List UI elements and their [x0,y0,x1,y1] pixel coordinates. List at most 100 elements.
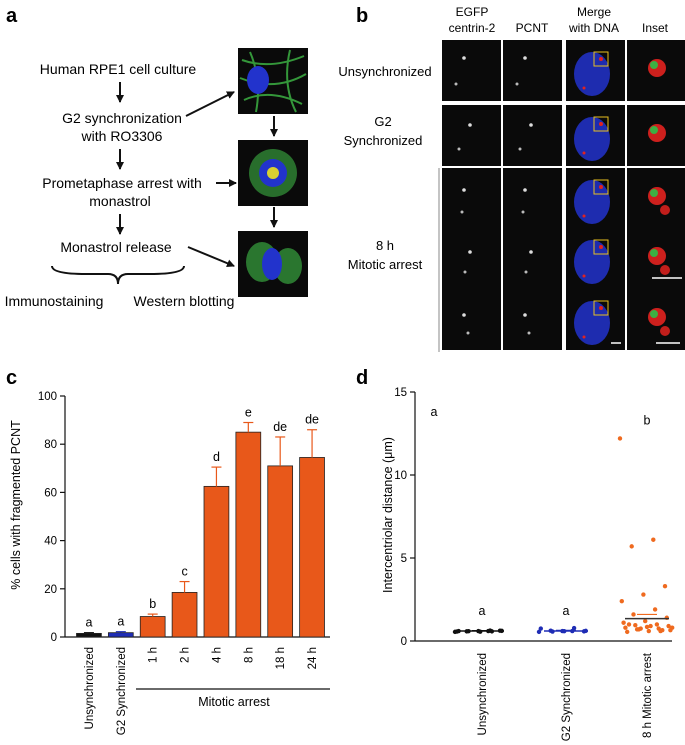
chart-d-ytick-label: 10 [394,470,407,482]
chart-d-corner-label: a [431,405,438,419]
micrograph-cell [442,289,501,350]
chart-d-point [666,623,671,629]
chart-d-point [652,607,658,612]
bar-chart: 0 20 40 60 80 100 a Unsynchronized a G2 Synchroni… [38,391,330,735]
micrograph-cell [442,228,501,289]
micrograph-cell [566,40,625,101]
col-header-centrin: centrin-2 [449,21,496,35]
chart-d-xtick-label: 8 h Mitotic arrest [642,652,654,738]
chart-c-sig-label: de [305,413,319,427]
chart-c-xtick-label: Unsynchronized [84,647,96,729]
chart-c-sig-label: a [85,616,92,630]
micrograph-cell [627,168,685,229]
panel-d-letter: d [356,367,368,389]
micrograph-cell [442,105,501,166]
step-prometaphase: Prometaphase arrest with [42,175,202,191]
chart-d-point [651,537,656,542]
chart-c-sig-label: de [273,420,287,434]
chart-c-bar [171,592,198,638]
micrograph-release [238,231,308,297]
chart-d-point [648,623,653,629]
chart-d-point [654,622,660,627]
scatter-chart: 0 5 10 15 a Unsynchronized a G2 Synchronized b 8 … [394,387,675,741]
chart-d-point [641,592,646,597]
chart-c-ytick-label: 0 [51,632,57,644]
chart-d-point [619,598,624,604]
step-g2-sync-reagent: with RO3306 [81,128,163,144]
chart-c-sig-label: e [245,406,252,420]
step-g2-sync: G2 synchronization [62,110,182,126]
chart-c-ytick-label: 60 [44,487,57,499]
micrograph-cell [566,105,625,166]
row-label-g2: G2 [374,114,391,129]
chart-d-ytick-label: 5 [401,553,407,565]
chart-c-xtick-label: 2 h [180,647,192,663]
chart-d-point [621,620,626,625]
chart-c-ytick-label: 80 [44,439,57,451]
chart-d-ytick-label: 15 [394,387,407,399]
chart-d-point [644,624,650,630]
chart-c-xtick-label: G2 Synchronized [116,647,128,735]
row-label-8h: 8 h [376,238,394,253]
chart-c-group-label: Mitotic arrest [198,695,270,709]
micrograph-cell [442,168,501,229]
col-header-egfp: EGFP [456,5,489,19]
panel-a-letter: a [6,5,18,27]
micrograph-cell [566,289,625,350]
chart-d-ylabel: Intercentriolar distance (μm) [381,437,395,593]
micrograph-cell [503,289,562,350]
micrograph-cell [566,168,625,229]
panel-b-letter: b [356,5,368,27]
col-header-merge: Merge [577,5,611,19]
col-header-pcnt: PCNT [516,21,549,35]
chart-d-point [646,628,651,634]
chart-d-point [538,626,543,631]
chart-c-bar [299,457,325,638]
chart-c-xtick-label: 1 h [148,647,160,663]
chart-c-sig-label: d [213,450,220,464]
step-prometaphase-reagent: monastrol [89,193,150,209]
panel-c-letter: c [6,367,17,389]
chart-c-bar [235,431,262,638]
chart-d-point [670,625,675,630]
micrograph-grid [442,40,685,350]
chart-c-ytick-label: 100 [38,391,57,403]
chart-c-xtick-label: 18 h [275,647,287,669]
micrograph-cell [627,105,685,166]
output-brace [51,265,185,285]
chart-c-bar [203,485,230,638]
chart-d-sig-label: a [479,604,486,618]
chart-d-sig-label: b [644,413,651,427]
micrograph-interphase [238,48,308,114]
output-immunostaining: Immunostaining [5,293,104,309]
chart-d-point [629,544,634,549]
micrograph-cell [627,40,685,101]
micrograph-cell [627,289,685,350]
chart-d-point [623,625,628,630]
micrograph-cell [503,40,562,101]
chart-c-xtick-label: 8 h [243,647,255,663]
chart-d-point [631,612,636,617]
row-label-g2-sync: Synchronized [344,133,423,148]
chart-d-point [626,622,632,627]
row-label-mitotic-arrest: Mitotic arrest [348,257,423,272]
col-header-inset: Inset [642,21,669,35]
chart-d-point [660,628,665,633]
chart-c-sig-label: c [181,565,187,579]
chart-d-point [617,436,623,441]
step-release: Monastrol release [60,239,171,255]
chart-d-xtick-label: Unsynchronized [477,653,489,735]
chart-d-ytick-label: 0 [401,636,407,648]
chart-d-xtick-label: G2 Synchronized [561,653,573,741]
chart-d-point [536,629,542,635]
chart-c-bar [107,632,134,638]
chart-d-point [662,584,668,589]
chart-d-point [625,629,630,635]
chart-c-ytick-label: 20 [44,584,57,596]
chart-d-point [456,628,461,634]
micrograph-cell [503,105,562,166]
chart-c-bar [76,632,102,638]
micrograph-cell [627,228,685,289]
output-western-blotting: Western blotting [134,293,235,309]
micrograph-cell [566,228,625,289]
